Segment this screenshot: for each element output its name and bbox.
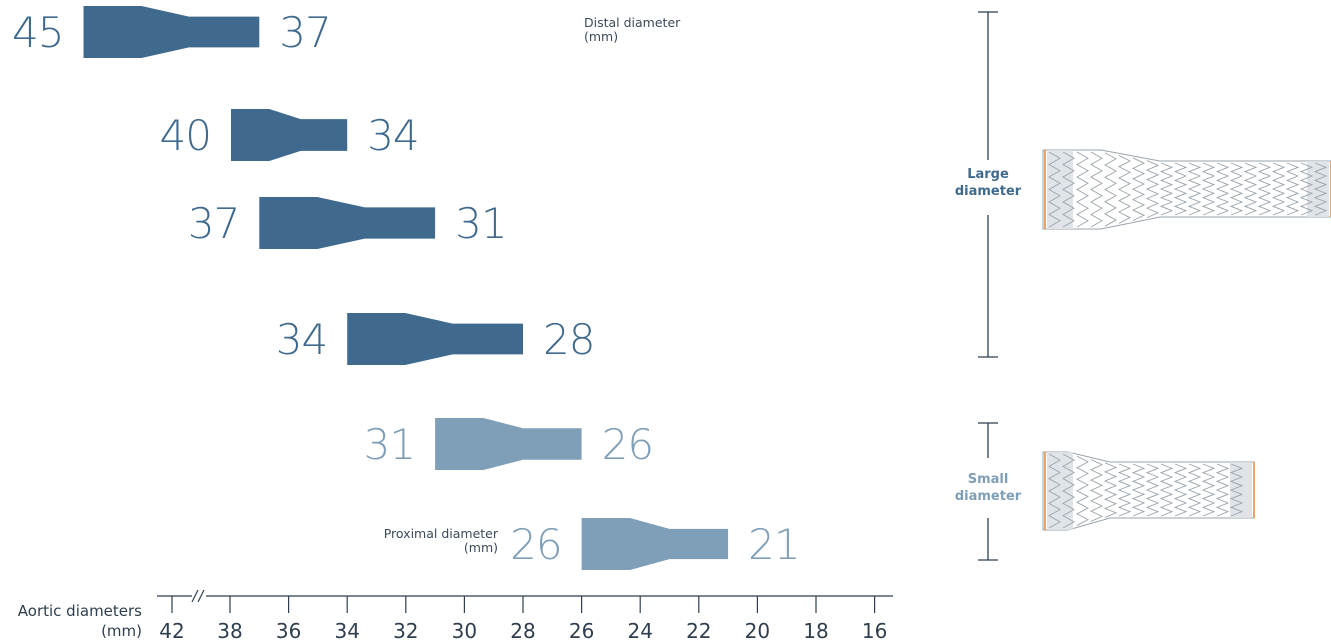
proximal-diameter-label: 45 (12, 8, 63, 57)
device-shape-40-34 (231, 109, 348, 161)
bracket-small: Small diameter (955, 422, 1022, 561)
axis-tick-label: 34 (334, 619, 359, 643)
axis-tick-label: 16 (862, 619, 887, 643)
size-brackets: Large diameter Small diameter (955, 11, 1022, 561)
bracket-label: Small diameter (955, 472, 1022, 504)
device-shape-34-28 (347, 313, 523, 365)
large-stent-graft-icon (1042, 149, 1331, 230)
axis-tick-label: 30 (452, 619, 477, 643)
axis-break-slash (197, 589, 205, 603)
distal-diameter-label: 28 (543, 315, 594, 364)
stent-graft-illustrations (1042, 149, 1331, 531)
axis-tick-label: 42 (159, 619, 184, 643)
proximal-diameter-label: 40 (160, 111, 211, 160)
axis-tick-label: 32 (393, 619, 418, 643)
small-stent-graft-icon (1042, 451, 1255, 531)
axis-tick-label: 20 (745, 619, 770, 643)
distal-diameter-label: 37 (279, 8, 330, 57)
device-shape-26-21 (581, 518, 729, 570)
device-shapes (83, 6, 729, 570)
device-shape-45-37 (83, 6, 260, 58)
distal-diameter-label: 34 (367, 111, 418, 160)
distal-diameter-label: 21 (748, 520, 799, 569)
axis-tick-label: 28 (510, 619, 535, 643)
device-shape-31-26 (435, 418, 582, 470)
diameter-labels: 45 37 40 34 37 31 34 28 31 26 26 21 Distal diameter(… (12, 8, 801, 569)
proximal-diameter-label: 34 (276, 315, 327, 364)
axis-tick-label: 24 (627, 619, 652, 643)
distal-diameter-label: 26 (602, 420, 653, 469)
axis-title: Aortic diameters (mm) (18, 602, 142, 640)
axis-tick-label: 38 (217, 619, 242, 643)
proximal-annotation: Proximal diameter (mm) (384, 526, 499, 555)
distal-annotation: Distal diameter (mm) (584, 15, 681, 44)
proximal-diameter-label: 31 (364, 420, 415, 469)
bracket-label: Large diameter (955, 167, 1022, 199)
axis-tick-label: 22 (686, 619, 711, 643)
aortic-diameter-axis: 42 38 36 34 32 30 28 26 24 22 20 18 16 Aortic diamete… (18, 588, 893, 643)
axis-tick-label: 18 (803, 619, 828, 643)
proximal-diameter-label: 26 (510, 520, 561, 569)
axis-tick-label: 26 (569, 619, 594, 643)
axis-tick-label: 36 (276, 619, 301, 643)
bracket-large: Large diameter (955, 11, 1022, 358)
device-shape-37-31 (259, 197, 436, 249)
distal-diameter-label: 31 (455, 199, 506, 248)
proximal-diameter-label: 37 (188, 199, 239, 248)
axis-break-slash (191, 589, 199, 603)
